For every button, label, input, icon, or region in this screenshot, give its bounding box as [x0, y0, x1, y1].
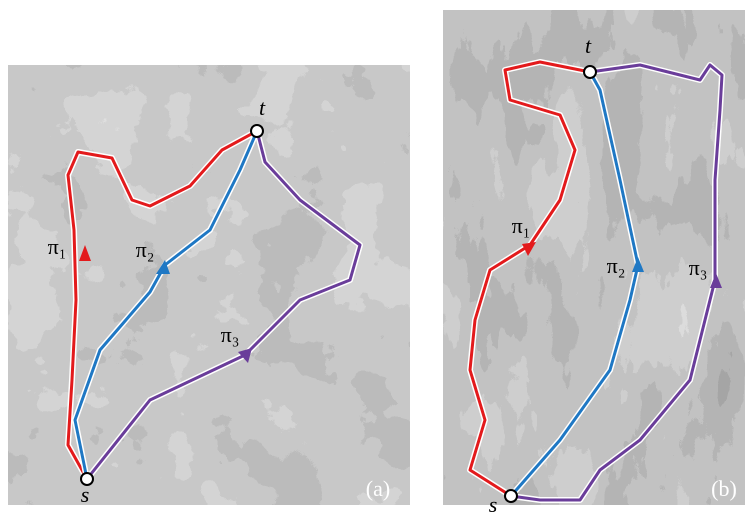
node	[251, 125, 263, 137]
node-label: t	[259, 95, 266, 120]
path-label: π₂	[136, 237, 155, 262]
node	[505, 490, 517, 502]
panel-label: (b)	[711, 476, 737, 501]
panel-label: (a)	[366, 476, 390, 501]
panel-b: s t π₁ π₂ π₃ (b)	[443, 10, 745, 517]
node-label: s	[489, 492, 498, 517]
figure: s t π₁ π₂ π₃ (a) s t π₁ π₂ π₃ (b)	[0, 0, 749, 518]
path-label: π₃	[689, 255, 708, 280]
node-label: s	[81, 482, 90, 507]
node	[584, 66, 596, 78]
path-label: π₁	[48, 234, 67, 259]
node-label: t	[585, 33, 592, 58]
path-label: π₁	[512, 213, 531, 238]
path-label: π₂	[607, 253, 626, 278]
panel-a: s t π₁ π₂ π₃ (a)	[8, 65, 410, 507]
path-label: π₃	[221, 322, 240, 347]
